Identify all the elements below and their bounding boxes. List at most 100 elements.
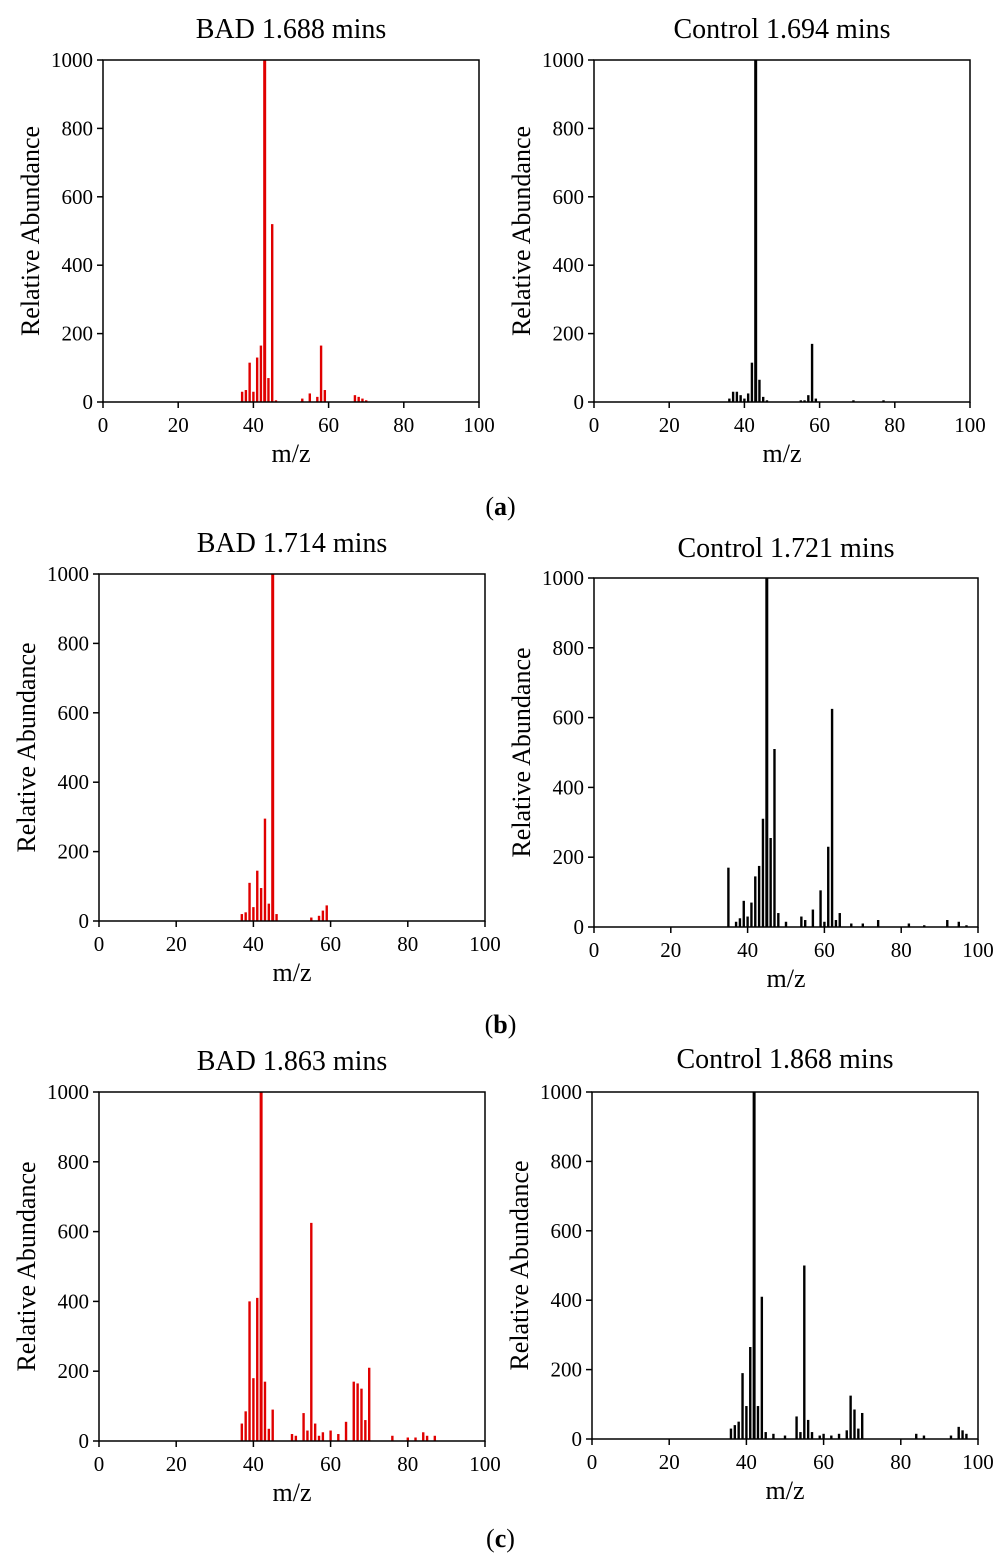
x-axis-label: m/z — [273, 958, 312, 987]
x-tick-label: 80 — [884, 413, 905, 437]
x-axis-label: m/z — [766, 1476, 805, 1505]
x-tick-label: 20 — [168, 413, 189, 437]
y-tick-label: 400 — [553, 775, 585, 799]
y-tick-label: 200 — [551, 1358, 583, 1382]
x-tick-label: 0 — [587, 1450, 598, 1474]
x-tick-label: 0 — [94, 932, 105, 956]
y-tick-label: 1000 — [542, 566, 584, 590]
x-tick-label: 40 — [243, 1452, 264, 1476]
y-tick-label: 800 — [553, 116, 585, 140]
plot-frame — [593, 577, 979, 928]
y-tick-label: 0 — [79, 909, 90, 933]
chart-title: Control 1.721 mins — [677, 533, 894, 564]
y-tick-label: 0 — [574, 390, 585, 414]
y-tick-label: 200 — [553, 322, 585, 346]
x-tick-label: 60 — [318, 413, 339, 437]
y-tick-label: 600 — [62, 185, 94, 209]
x-tick-label: 40 — [737, 938, 758, 962]
y-tick-label: 800 — [58, 631, 90, 655]
plot-frame — [98, 1091, 486, 1442]
x-tick-label: 100 — [954, 413, 986, 437]
x-tick-label: 20 — [659, 1450, 680, 1474]
y-tick-label: 600 — [553, 706, 585, 730]
panel-caption-b: (b) — [484, 1010, 517, 1039]
x-tick-label: 40 — [734, 413, 755, 437]
y-tick-label: 200 — [553, 845, 585, 869]
y-tick-label: 800 — [551, 1149, 583, 1173]
x-tick-label: 20 — [659, 413, 680, 437]
x-tick-label: 0 — [98, 413, 109, 437]
plot-frame — [98, 573, 486, 922]
x-axis-label: m/z — [273, 1478, 312, 1507]
y-tick-label: 600 — [58, 1220, 90, 1244]
x-tick-label: 40 — [736, 1450, 757, 1474]
x-tick-label: 60 — [813, 1450, 834, 1474]
y-axis-label: Relative Abundance — [507, 647, 536, 857]
y-axis-label: Relative Abundance — [505, 1160, 534, 1370]
y-tick-label: 0 — [83, 390, 94, 414]
x-tick-label: 100 — [962, 938, 994, 962]
chart-title: BAD 1.688 mins — [196, 14, 387, 45]
y-axis-label: Relative Abundance — [16, 126, 45, 336]
plot-frame — [591, 1091, 979, 1440]
y-tick-label: 800 — [553, 636, 585, 660]
plot-frame — [102, 59, 480, 403]
y-tick-label: 200 — [58, 1359, 90, 1383]
y-tick-label: 400 — [58, 770, 90, 794]
y-axis-label: Relative Abundance — [12, 1161, 41, 1371]
y-axis-label: Relative Abundance — [507, 126, 536, 336]
y-tick-label: 1000 — [47, 1080, 89, 1104]
y-tick-label: 400 — [62, 253, 94, 277]
x-tick-label: 40 — [243, 932, 264, 956]
x-tick-label: 60 — [814, 938, 835, 962]
x-tick-label: 80 — [397, 1452, 418, 1476]
x-tick-label: 60 — [809, 413, 830, 437]
x-tick-label: 20 — [660, 938, 681, 962]
plot-frame — [593, 59, 971, 403]
panel-caption-a: (a) — [485, 492, 516, 521]
y-tick-label: 0 — [574, 915, 585, 939]
x-tick-label: 80 — [393, 413, 414, 437]
x-tick-label: 100 — [463, 413, 495, 437]
x-tick-label: 20 — [166, 1452, 187, 1476]
y-tick-label: 400 — [58, 1289, 90, 1313]
y-tick-label: 600 — [553, 185, 585, 209]
chart-title: BAD 1.714 mins — [197, 528, 388, 559]
x-tick-label: 0 — [589, 938, 600, 962]
x-tick-label: 20 — [166, 932, 187, 956]
y-tick-label: 1000 — [51, 48, 93, 72]
y-tick-label: 800 — [58, 1150, 90, 1174]
y-tick-label: 400 — [551, 1288, 583, 1312]
x-axis-label: m/z — [763, 439, 802, 468]
x-tick-label: 0 — [94, 1452, 105, 1476]
x-tick-label: 0 — [589, 413, 600, 437]
x-tick-label: 60 — [320, 932, 341, 956]
y-tick-label: 1000 — [542, 48, 584, 72]
x-tick-label: 100 — [962, 1450, 994, 1474]
chart-title: Control 1.868 mins — [676, 1044, 893, 1075]
x-axis-label: m/z — [272, 439, 311, 468]
panel-caption-c: (c) — [486, 1524, 515, 1553]
y-tick-label: 200 — [62, 322, 94, 346]
y-tick-label: 800 — [62, 116, 94, 140]
y-tick-label: 600 — [551, 1219, 583, 1243]
y-tick-label: 1000 — [540, 1080, 582, 1104]
x-tick-label: 100 — [469, 932, 501, 956]
chart-title: BAD 1.863 mins — [197, 1046, 388, 1077]
x-tick-label: 80 — [891, 938, 912, 962]
y-tick-label: 400 — [553, 253, 585, 277]
y-tick-label: 0 — [79, 1429, 90, 1453]
y-tick-label: 0 — [572, 1427, 583, 1451]
y-tick-label: 200 — [58, 840, 90, 864]
x-axis-label: m/z — [767, 964, 806, 993]
x-tick-label: 100 — [469, 1452, 501, 1476]
x-tick-label: 60 — [320, 1452, 341, 1476]
y-tick-label: 1000 — [47, 562, 89, 586]
x-tick-label: 40 — [243, 413, 264, 437]
y-tick-label: 600 — [58, 701, 90, 725]
y-axis-label: Relative Abundance — [12, 642, 41, 852]
chart-title: Control 1.694 mins — [673, 14, 890, 45]
x-tick-label: 80 — [397, 932, 418, 956]
